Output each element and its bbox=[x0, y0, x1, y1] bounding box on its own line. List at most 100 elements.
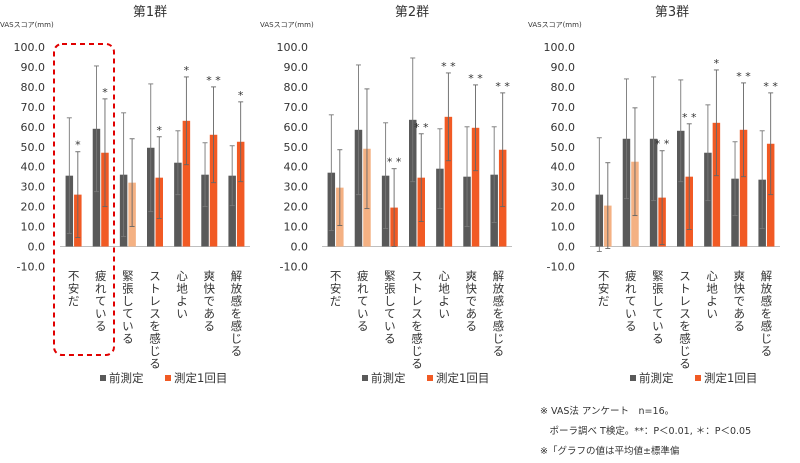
category-label-char: 快 bbox=[466, 282, 478, 296]
category-label-char: 解 bbox=[231, 269, 243, 283]
category-label-char: 感 bbox=[231, 294, 243, 308]
significance-marker: * bbox=[238, 89, 244, 102]
category-label-char: ス bbox=[679, 269, 691, 283]
category-label-char: る bbox=[231, 344, 243, 358]
category-label-char: よ bbox=[176, 294, 188, 308]
significance-marker: * * bbox=[655, 138, 670, 151]
category-label-char: る bbox=[734, 319, 746, 333]
category-label-char: 解 bbox=[493, 269, 505, 283]
category-label-char: 疲 bbox=[95, 269, 107, 283]
legend-swatch-pre bbox=[100, 375, 106, 381]
category-label-char: 疲 bbox=[625, 269, 637, 283]
category-label-char: て bbox=[384, 307, 396, 321]
category-label-char: で bbox=[734, 294, 746, 308]
category-label-char: て bbox=[652, 307, 664, 321]
y-tick-label: 80.0 bbox=[21, 81, 46, 94]
significance-marker: * * bbox=[682, 111, 697, 124]
category-label-char: あ bbox=[734, 307, 746, 321]
y-tick-label: 40.0 bbox=[21, 161, 46, 174]
category-label-char: あ bbox=[466, 307, 478, 321]
category-label-char: 緊 bbox=[384, 269, 396, 283]
category-label-char: ト bbox=[411, 282, 423, 296]
y-tick-label: 30.0 bbox=[21, 181, 46, 194]
y-tick-label: 0.0 bbox=[28, 241, 46, 254]
y-tick-label: 20.0 bbox=[284, 201, 309, 214]
y-tick-label: 70.0 bbox=[21, 101, 46, 114]
category-label-char: い bbox=[706, 307, 718, 321]
y-tick-label: 80.0 bbox=[551, 81, 576, 94]
category-label-char: だ bbox=[68, 294, 80, 308]
category-label-char: レ bbox=[411, 294, 423, 308]
category-label-char: 感 bbox=[493, 319, 505, 333]
legend-label-post1: 測定1回目 bbox=[704, 371, 757, 385]
y-tick-label: 10.0 bbox=[551, 221, 576, 234]
bar-post1 bbox=[209, 134, 218, 247]
category-label-char: 不 bbox=[598, 269, 610, 283]
category-label-char: 疲 bbox=[357, 269, 369, 283]
category-label-char: を bbox=[679, 319, 691, 333]
legend-swatch-post1 bbox=[427, 375, 433, 381]
category-label-char: る bbox=[357, 319, 369, 333]
y-tick-label: 50.0 bbox=[551, 141, 576, 154]
y-axis-label: VASスコア(mm) bbox=[528, 21, 582, 29]
category-label-char: 地 bbox=[176, 282, 188, 296]
category-label-char: 張 bbox=[652, 282, 664, 296]
category-label-char: し bbox=[384, 294, 396, 308]
category-label-char: る bbox=[679, 357, 691, 371]
category-label-char: 安 bbox=[68, 282, 80, 296]
category-label-char: 緊 bbox=[122, 269, 134, 283]
legend-swatch-post1 bbox=[695, 375, 701, 381]
y-tick-label: 90.0 bbox=[551, 61, 576, 74]
category-label-char: 爽 bbox=[466, 269, 478, 283]
chart-title: 第1群 bbox=[133, 5, 167, 20]
category-label-char: て bbox=[625, 294, 637, 308]
significance-marker: * bbox=[184, 64, 190, 77]
category-label-char: れ bbox=[357, 282, 369, 296]
category-label-char: 不 bbox=[330, 269, 342, 283]
category-label-char: だ bbox=[330, 294, 342, 308]
category-label-char: じ bbox=[231, 332, 243, 346]
category-label-char: 放 bbox=[231, 282, 243, 296]
y-tick-label: 10.0 bbox=[284, 221, 309, 234]
bar-post1 bbox=[444, 116, 453, 247]
category-label-char: ス bbox=[679, 307, 691, 321]
category-label-char: る bbox=[761, 344, 773, 358]
bar-pre bbox=[201, 174, 209, 247]
category-label-char: る bbox=[204, 319, 216, 333]
chart-title: 第2群 bbox=[395, 5, 429, 20]
category-label-char: し bbox=[652, 294, 664, 308]
category-label-char: 感 bbox=[149, 332, 161, 346]
category-label-char: て bbox=[122, 307, 134, 321]
category-label-char: い bbox=[357, 307, 369, 321]
y-tick-label: -10.0 bbox=[547, 260, 575, 273]
category-label-char: る bbox=[95, 319, 107, 333]
significance-marker: * bbox=[75, 139, 81, 152]
y-tick-label: 100.0 bbox=[14, 41, 46, 54]
y-tick-label: 100.0 bbox=[544, 41, 576, 54]
category-label-char: あ bbox=[204, 307, 216, 321]
category-label-char: い bbox=[625, 307, 637, 321]
y-tick-label: 40.0 bbox=[284, 161, 309, 174]
chart-group-1: 第1群 VASスコア(mm) 100.0 90.0 80.0 70.0 60.0 50.0 40… bbox=[0, 5, 250, 385]
bar-pre bbox=[228, 175, 236, 247]
category-label-char: れ bbox=[625, 282, 637, 296]
footnote-test: ポーラ調べ T検定。**：P＜0.01, ＊：P＜0.05 bbox=[540, 426, 752, 437]
bar-post1 bbox=[471, 127, 480, 247]
legend-label-pre: 前測定 bbox=[371, 371, 406, 385]
category-label-char: だ bbox=[598, 294, 610, 308]
y-tick-label: 70.0 bbox=[284, 101, 309, 114]
bar-pre bbox=[677, 130, 685, 247]
category-label-char: を bbox=[493, 307, 505, 321]
category-label-char: 感 bbox=[761, 319, 773, 333]
bar-post1 bbox=[739, 129, 748, 247]
category-label-char: 放 bbox=[761, 282, 773, 296]
y-tick-label: 60.0 bbox=[284, 121, 309, 134]
y-tick-label: 30.0 bbox=[551, 181, 576, 194]
significance-marker: * * bbox=[414, 121, 429, 134]
legend-label-pre: 前測定 bbox=[109, 371, 144, 385]
y-axis-label: VASスコア(mm) bbox=[0, 21, 54, 29]
category-label-char: し bbox=[122, 294, 134, 308]
y-tick-label: 0.0 bbox=[291, 241, 309, 254]
y-tick-label: 40.0 bbox=[551, 161, 576, 174]
